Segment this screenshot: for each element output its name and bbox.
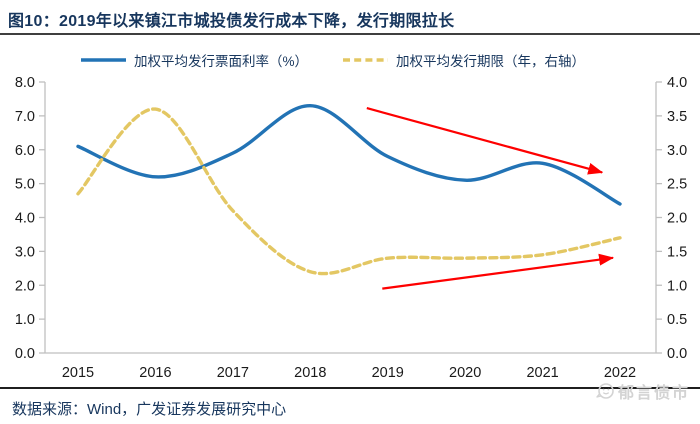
x-tick-label: 2022 (604, 365, 636, 381)
solid-line-swatch (81, 58, 126, 62)
left-tick-label: 5.0 (15, 177, 35, 193)
left-tick-label: 7.0 (15, 109, 35, 125)
source-note: 数据来源：Wind，广发证券发展研究中心 (12, 401, 287, 418)
right-tick-label: 2.0 (667, 211, 687, 227)
right-tick-label: 1.5 (667, 244, 687, 260)
x-tick-label: 2017 (217, 365, 249, 381)
x-tick-label: 2020 (449, 365, 481, 381)
figure-title: 图10：2019年以来镇江市城投债发行成本下降，发行期限拉长 (8, 13, 455, 30)
left-tick-label: 3.0 (15, 244, 35, 260)
x-tick-label: 2016 (139, 365, 171, 381)
series-maturity-line (76, 107, 622, 276)
trend-arrow-cost-down (366, 107, 604, 175)
title-divider (0, 33, 700, 35)
trend-arrow-maturity-up (382, 253, 615, 290)
left-tick-label: 4.0 (15, 211, 35, 227)
right-tick-label: 0.5 (667, 312, 687, 328)
legend-label-coupon-rate: 加权平均发行票面利率（%） (134, 54, 309, 69)
right-tick-label: 0.0 (667, 346, 687, 362)
left-tick-label: 0.0 (15, 346, 35, 362)
chart-legend: 加权平均发行票面利率（%） 加权平均发行期限（年，右轴） (80, 50, 585, 70)
right-tick-label: 3.0 (667, 143, 687, 159)
right-tick-label: 2.5 (667, 177, 687, 193)
watermark-text: 郁言债市 (617, 385, 690, 402)
x-tick-label: 2021 (526, 365, 558, 381)
x-tick-label: 2015 (62, 365, 94, 381)
smiley-chat-icon (596, 383, 614, 399)
right-tick-label: 3.5 (667, 109, 687, 125)
series-coupon-rate-line (76, 104, 622, 206)
footer-divider (0, 387, 700, 389)
left-tick-label: 1.0 (15, 312, 35, 328)
left-tick-label: 2.0 (15, 278, 35, 294)
right-tick-label: 1.0 (667, 278, 687, 294)
x-tick-label: 2019 (372, 365, 404, 381)
right-tick-label: 4.0 (667, 75, 687, 91)
left-tick-label: 8.0 (15, 75, 35, 91)
x-tick-label: 2018 (294, 365, 326, 381)
legend-label-maturity: 加权平均发行期限（年，右轴） (396, 54, 586, 69)
legend-item-coupon-rate: 加权平均发行票面利率（%） (80, 50, 308, 70)
watermark: 郁言债市 (595, 379, 690, 403)
legend-item-maturity: 加权平均发行期限（年，右轴） (342, 50, 585, 70)
dashed-line-swatch (343, 58, 389, 62)
left-tick-label: 6.0 (15, 143, 35, 159)
